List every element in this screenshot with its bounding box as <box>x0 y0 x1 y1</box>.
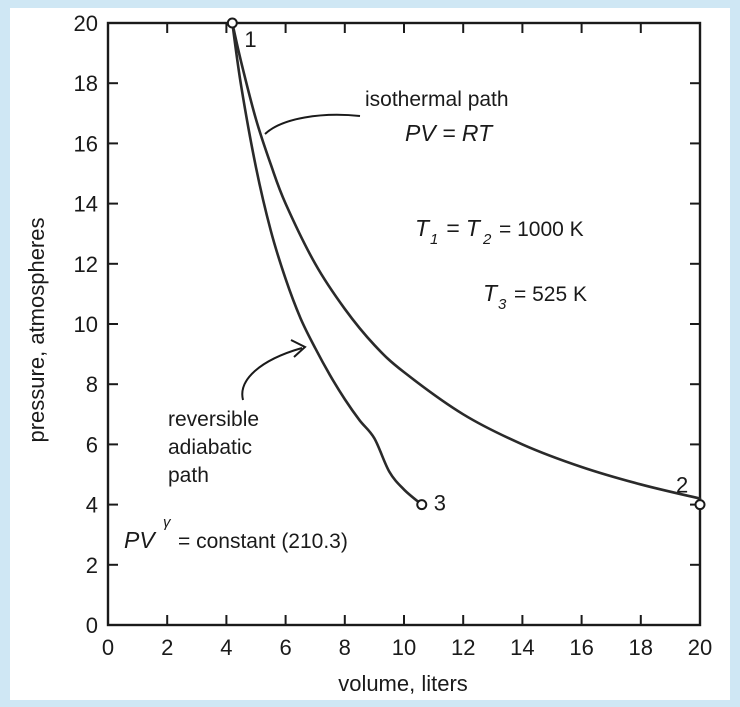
svg-text:2: 2 <box>482 231 492 248</box>
svg-text:= T: = T <box>446 215 482 241</box>
y-tick-label: 18 <box>74 71 98 96</box>
x-axis-title: volume, liters <box>338 671 468 696</box>
y-tick-label: 8 <box>86 372 98 397</box>
adiabatic-arrowhead <box>290 339 307 358</box>
adiabatic-label-line-3: path <box>168 464 209 487</box>
y-tick-label: 20 <box>74 11 98 36</box>
x-tick-label: 6 <box>279 635 291 660</box>
adiabatic-pointer-arrow <box>241 347 303 401</box>
x-tick-label: 14 <box>510 635 534 660</box>
state-point-label-3: 3 <box>434 491 446 516</box>
x-tick-label: 16 <box>569 635 593 660</box>
x-tick-label: 0 <box>102 635 114 660</box>
x-tick-label: 10 <box>392 635 416 660</box>
x-tick-label: 20 <box>688 635 712 660</box>
y-tick-label: 6 <box>86 432 98 457</box>
y-tick-label: 12 <box>74 252 98 277</box>
isothermal-pointer-arrow <box>264 113 361 135</box>
state-point-3 <box>416 499 428 511</box>
y-tick-label: 10 <box>74 312 98 337</box>
svg-text:= 1000 K: = 1000 K <box>499 218 584 241</box>
y-tick-label: 4 <box>86 493 98 518</box>
svg-text:T: T <box>415 215 431 241</box>
isothermal-curve <box>231 21 702 500</box>
x-tick-label: 4 <box>220 635 232 660</box>
y-tick-label: 2 <box>86 553 98 578</box>
x-tick-label: 12 <box>451 635 475 660</box>
svg-text:3: 3 <box>498 296 507 313</box>
state-point-label-1: 1 <box>244 27 256 52</box>
y-axis-title: pressure, atmospheres <box>24 218 49 443</box>
x-tick-label: 18 <box>629 635 653 660</box>
temperature-label-1: T 1 = T 2 = 1000 K <box>415 215 584 248</box>
svg-text:PV: PV <box>124 527 157 553</box>
adiabatic-label-line-1: reversible <box>168 408 259 431</box>
state-point-2 <box>694 499 706 511</box>
state-points: 1 2 3 <box>226 17 706 516</box>
svg-text:= 525 K: = 525 K <box>514 283 587 306</box>
adiabatic-curve <box>231 21 424 506</box>
y-tick-label: 0 <box>86 613 98 638</box>
isothermal-equation: PV = RT <box>405 120 494 146</box>
x-tick-label: 2 <box>161 635 173 660</box>
svg-text:= constant (210.3): = constant (210.3) <box>178 530 348 553</box>
isothermal-label: isothermal path <box>365 88 509 111</box>
series-layer <box>231 21 702 506</box>
state-point-1 <box>226 17 238 29</box>
svg-text:1: 1 <box>430 231 438 248</box>
y-tick-label: 14 <box>74 192 98 217</box>
svg-text:T: T <box>483 280 499 306</box>
tick-marks <box>107 22 701 626</box>
y-tick-label: 16 <box>74 131 98 156</box>
svg-text:γ: γ <box>163 514 172 531</box>
temperature-label-2: T 3 = 525 K <box>483 280 587 313</box>
state-point-label-2: 2 <box>676 473 688 498</box>
adiabatic-equation: PV γ = constant (210.3) <box>124 514 348 553</box>
adiabatic-label-line-2: adiabatic <box>168 436 252 459</box>
x-tick-label: 8 <box>339 635 351 660</box>
